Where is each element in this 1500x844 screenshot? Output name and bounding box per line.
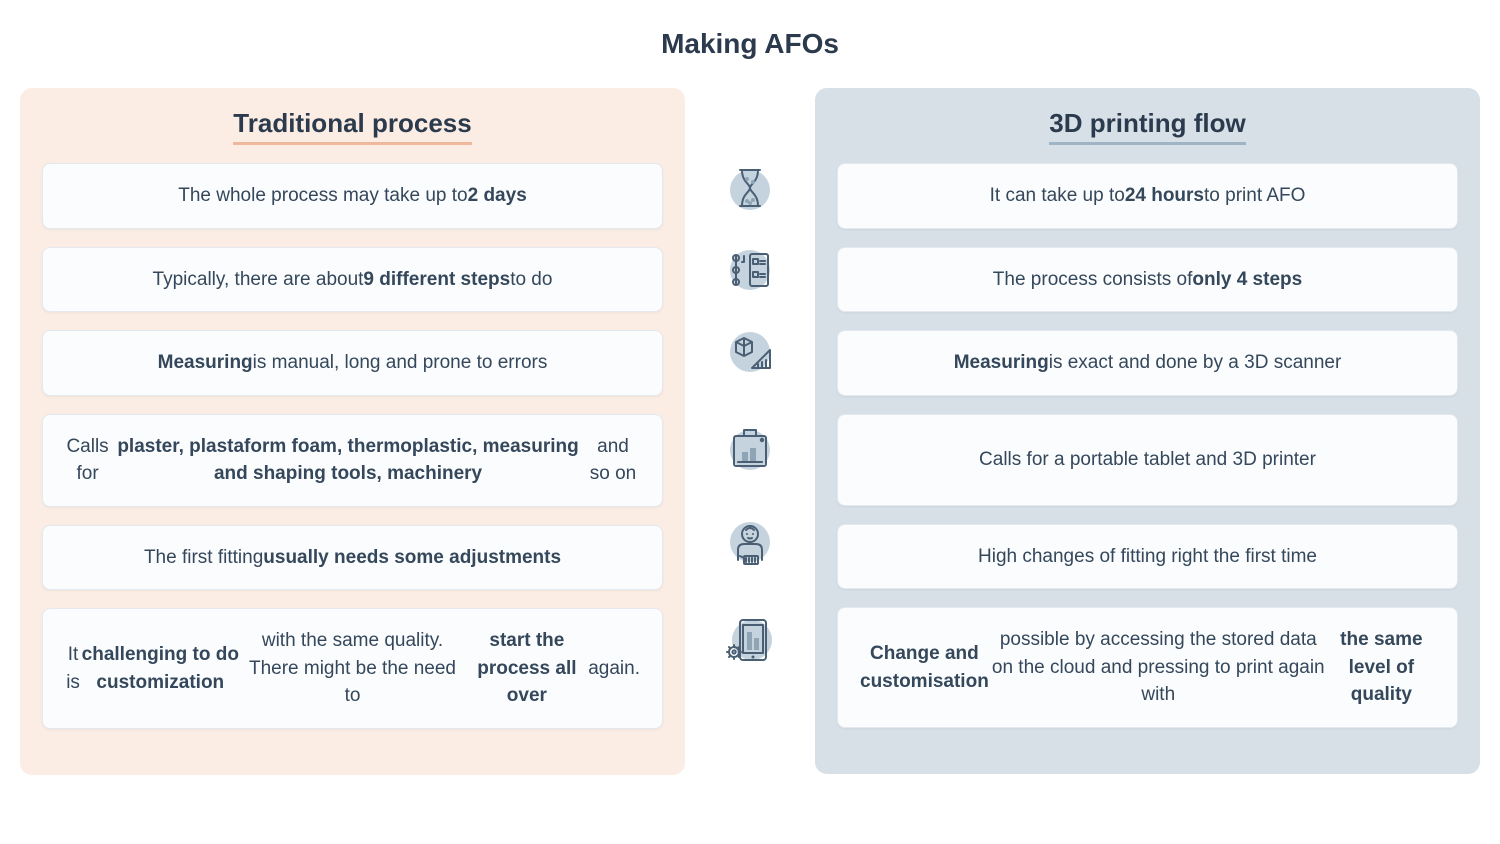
traditional-row-3: Measuring is manual, long and prone to e…: [42, 330, 663, 396]
hourglass-icon: [714, 156, 786, 220]
page-title: Making AFOs: [20, 28, 1480, 60]
ruler-cube-icon: [714, 320, 786, 384]
3d-printing-row-5: High changes of fitting right the first …: [837, 524, 1458, 590]
traditional-row-6: It is challenging to do customization wi…: [42, 608, 663, 729]
3d-printing-row-6: Change and customisation possible by acc…: [837, 607, 1458, 728]
3d-printing-row-4: Calls for a portable tablet and 3D print…: [837, 414, 1458, 506]
traditional-row-1: The whole process may take up to 2 days: [42, 163, 663, 229]
traditional-row-4: Calls for plaster, plastaform foam, ther…: [42, 414, 663, 507]
comparison-grid: Traditional process The whole process ma…: [20, 88, 1480, 775]
icon-column: [685, 88, 815, 704]
3d-printing-column: 3D printing flow It can take up to 24 ho…: [815, 88, 1480, 774]
3d-printing-row-1: It can take up to 24 hours to print AFO: [837, 163, 1458, 229]
printer-icon: [714, 402, 786, 494]
tablet-gear-icon: [714, 594, 786, 686]
traditional-column: Traditional process The whole process ma…: [20, 88, 685, 775]
traditional-row-5: The first fitting usually needs some adj…: [42, 525, 663, 591]
person-fit-icon: [714, 512, 786, 576]
traditional-row-2: Typically, there are about 9 different s…: [42, 247, 663, 313]
steps-list-icon: [714, 238, 786, 302]
3d-printing-row-3: Measuring is exact and done by a 3D scan…: [837, 330, 1458, 396]
3d-printing-heading: 3D printing flow: [837, 108, 1458, 145]
traditional-heading: Traditional process: [42, 108, 663, 145]
3d-printing-row-2: The process consists of only 4 steps: [837, 247, 1458, 313]
